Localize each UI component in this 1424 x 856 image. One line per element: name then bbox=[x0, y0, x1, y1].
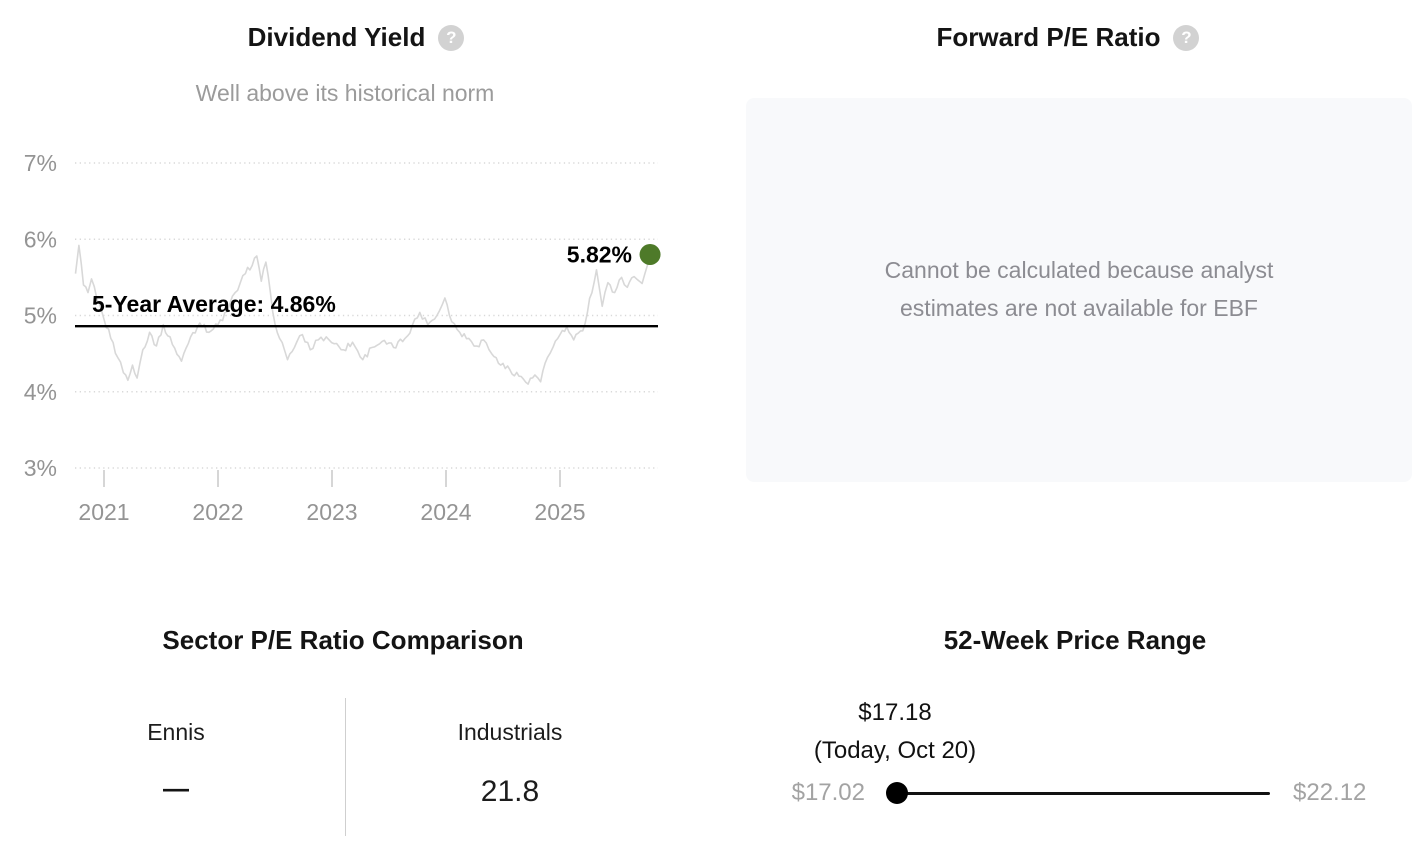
sector-pe-sector-label: Industrials bbox=[457, 719, 563, 745]
forward-pe-message: Cannot be calculated because analyst est… bbox=[885, 252, 1274, 328]
current-price: $17.18 bbox=[858, 699, 932, 726]
dividend-yield-series bbox=[74, 244, 651, 385]
forward-pe-title: Forward P/E Ratio bbox=[936, 22, 1161, 52]
x-axis-label: 2023 bbox=[306, 499, 357, 525]
question-mark-glyph: ? bbox=[446, 27, 457, 47]
help-icon[interactable]: ? bbox=[1173, 24, 1200, 51]
question-mark-glyph: ? bbox=[1181, 27, 1192, 47]
price-range-title: 52-Week Price Range bbox=[943, 625, 1207, 655]
help-icon[interactable]: ? bbox=[438, 24, 465, 51]
x-axis-label: 2022 bbox=[192, 499, 243, 525]
sector-pe-company-value: — bbox=[163, 773, 189, 803]
forward-pe-panel: Cannot be calculated because analyst est… bbox=[746, 98, 1412, 482]
sector-pe-title: Sector P/E Ratio Comparison bbox=[162, 625, 524, 655]
y-axis-label: 7% bbox=[24, 150, 57, 176]
price-range-track bbox=[897, 792, 1270, 795]
y-axis-label: 3% bbox=[24, 455, 57, 481]
current-price-date: (Today, Oct 20) bbox=[813, 737, 977, 764]
y-axis-label: 6% bbox=[24, 226, 57, 252]
price-range-handle bbox=[886, 782, 908, 804]
range-low-label: $17.02 bbox=[791, 779, 865, 806]
forward-pe-message-line1: Cannot be calculated because analyst bbox=[884, 257, 1274, 284]
x-axis-label: 2024 bbox=[420, 499, 471, 525]
range-high-label: $22.12 bbox=[1293, 779, 1367, 806]
y-axis-label: 4% bbox=[24, 379, 57, 405]
forward-pe-message-line2: estimates are not available for EBF bbox=[900, 295, 1258, 321]
x-axis-label: 2025 bbox=[534, 499, 585, 525]
comparison-divider bbox=[345, 698, 346, 836]
average-line-label: 5-Year Average: 4.86% bbox=[92, 291, 336, 317]
x-axis-label: 2021 bbox=[78, 499, 129, 525]
dividend-yield-chart: 7% 6% 5% 4% 3% 2021 2022 2023 2024 2025 5-Year Ave… bbox=[0, 120, 712, 540]
sector-pe-sector-value: 21.8 bbox=[480, 775, 540, 808]
current-value-dot bbox=[639, 244, 661, 265]
dividend-yield-title: Dividend Yield bbox=[247, 22, 426, 52]
dividend-yield-subtitle: Well above its historical norm bbox=[195, 80, 495, 106]
current-value-label: 5.82% bbox=[567, 242, 632, 268]
y-axis-label: 5% bbox=[24, 303, 57, 329]
sector-pe-company-label: Ennis bbox=[147, 719, 205, 745]
